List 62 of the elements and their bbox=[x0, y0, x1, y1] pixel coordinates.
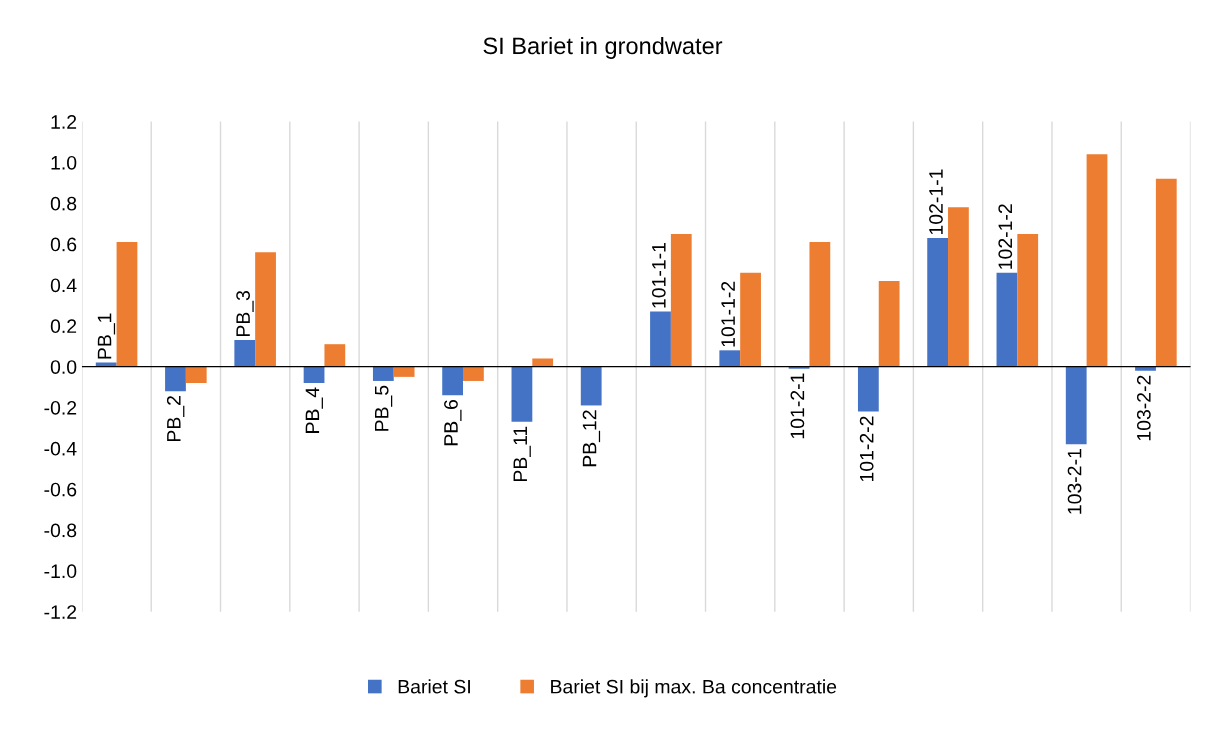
bar bbox=[234, 340, 256, 367]
x-tick-label: PB_6 bbox=[444, 400, 462, 446]
x-tick-label: PB_2 bbox=[166, 396, 185, 442]
bar bbox=[511, 366, 533, 422]
y-tick-label: 0.2 bbox=[50, 319, 77, 334]
bar bbox=[740, 272, 761, 367]
y-tick-label: -1.0 bbox=[44, 564, 77, 579]
bar bbox=[878, 280, 900, 367]
x-tick-label: PB_5 bbox=[374, 385, 393, 431]
x-tick-label: 101-1-2 bbox=[721, 281, 735, 347]
bar bbox=[372, 366, 394, 381]
bar bbox=[927, 238, 949, 367]
y-tick-label: 0.4 bbox=[50, 278, 77, 293]
y-tick-label: 1.0 bbox=[51, 155, 77, 170]
bar bbox=[1086, 154, 1108, 367]
bar bbox=[116, 242, 138, 367]
x-tick-label: PB_4 bbox=[305, 387, 323, 433]
x-tick-label: 101-1-1 bbox=[651, 243, 666, 308]
y-tick-label: -0.4 bbox=[44, 441, 77, 456]
bar bbox=[809, 242, 831, 367]
bar bbox=[719, 350, 741, 367]
bar bbox=[788, 366, 810, 369]
x-tick-label: 103-2-2 bbox=[1136, 375, 1151, 441]
y-tick-label: -0.8 bbox=[44, 523, 77, 538]
bar bbox=[1065, 366, 1087, 445]
bar bbox=[857, 366, 879, 412]
x-tick-label: PB_1 bbox=[97, 313, 116, 359]
y-tick-label: -0.6 bbox=[44, 482, 77, 497]
y-tick-label: -0.2 bbox=[44, 400, 77, 415]
y-tick-label: 0.6 bbox=[50, 237, 77, 252]
bar bbox=[324, 344, 346, 367]
bar bbox=[948, 207, 969, 367]
bar bbox=[670, 233, 692, 367]
bar bbox=[1017, 233, 1039, 367]
bar bbox=[532, 358, 554, 367]
bar bbox=[255, 252, 276, 367]
x-tick-label: 101-2-1 bbox=[790, 373, 805, 439]
y-tick-label: 0.8 bbox=[50, 196, 77, 211]
bar bbox=[1155, 178, 1177, 367]
y-tick-label: 1.2 bbox=[51, 115, 77, 129]
bar bbox=[165, 366, 186, 392]
x-tick-label: PB_12 bbox=[582, 410, 601, 467]
bar bbox=[1135, 366, 1156, 371]
bar bbox=[185, 366, 207, 383]
y-tick-label: 0.0 bbox=[50, 360, 77, 374]
bar bbox=[442, 366, 464, 396]
bar bbox=[303, 366, 325, 383]
chart-title: SI Bariet in grondwater bbox=[483, 36, 723, 59]
x-tick-label: PB_3 bbox=[236, 290, 254, 337]
legend-label: Bariet SI bbox=[398, 679, 470, 694]
x-tick-label: 101-2-2 bbox=[859, 416, 874, 482]
bar bbox=[996, 272, 1018, 367]
bar bbox=[463, 366, 484, 381]
y-tick-label: -1.2 bbox=[44, 605, 77, 619]
x-tick-label: PB_11 bbox=[513, 426, 531, 482]
x-tick-label: 102-1-1 bbox=[929, 169, 943, 235]
bar bbox=[650, 311, 671, 367]
bar bbox=[393, 366, 415, 377]
x-tick-label: 102-1-2 bbox=[998, 204, 1013, 269]
x-tick-label: 103-2-1 bbox=[1067, 449, 1082, 514]
legend-label: Bariet SI bij max. Ba concentratie bbox=[551, 679, 837, 698]
bar bbox=[580, 366, 602, 406]
